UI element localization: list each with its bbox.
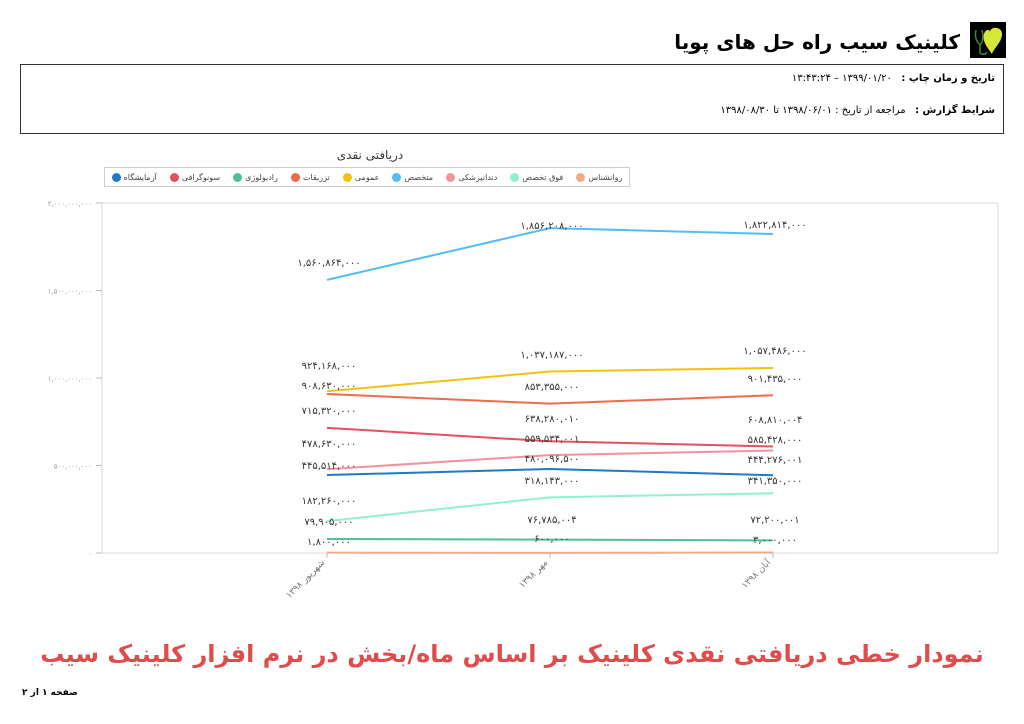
series-line bbox=[326, 366, 774, 393]
line-chart: ۰ ۵۰۰,۰۰۰,۰۰۰ ۱,۰۰۰,۰۰۰,۰۰۰ ۱,۵۰۰,۰۰۰,۰۰۰ ۲,… bbox=[48, 200, 999, 601]
report-info-box: تاریخ و زمان چاپ : ۱۳۹۹/۰۱/۲۰ – ۱۳:۴۳:۲۴… bbox=[20, 64, 1004, 134]
x-tick-label: شهریور ۱۳۹۸ bbox=[284, 558, 327, 601]
data-label: ۱,۸۰۰,۰۰۰ bbox=[307, 537, 351, 548]
legend-color-dot-icon bbox=[169, 172, 179, 182]
series-line bbox=[326, 449, 774, 471]
print-datetime-label: تاریخ و زمان چاپ : bbox=[901, 73, 995, 84]
legend-item[interactable]: رادیولوژی bbox=[233, 172, 278, 182]
data-label: ۶۰۸,۸۱۰,۰۰۴ bbox=[748, 415, 803, 426]
legend-label: روانشناس bbox=[588, 172, 623, 182]
data-label: ۷۶,۷۸۵,۰۰۴ bbox=[527, 515, 576, 526]
clinic-name: کلینیک سیب راه حل های پویا bbox=[674, 30, 960, 54]
legend-label: عمومی bbox=[354, 172, 380, 182]
legend-color-dot-icon bbox=[342, 172, 352, 182]
report-conditions-value: مراجعه از تاریخ : ۱۳۹۸/۰۶/۰۱ تا ۱۳۹۸/۰۸/… bbox=[720, 105, 906, 116]
x-tick-label: مهر ۱۳۹۸ bbox=[517, 558, 550, 591]
data-label: ۹۲۴,۱۶۸,۰۰۰ bbox=[302, 361, 357, 372]
data-label: ۷۱۵,۳۲۰,۰۰۰ bbox=[302, 406, 357, 417]
chart-caption: نمودار خطی دریافتی نقدی کلینیک بر اساس م… bbox=[40, 640, 984, 668]
y-tick-label: ۵۰۰,۰۰۰,۰۰۰ bbox=[54, 463, 92, 471]
y-tick-label: ۱,۰۰۰,۰۰۰,۰۰۰ bbox=[48, 375, 92, 383]
legend-color-dot-icon bbox=[233, 172, 243, 182]
data-label: ۱,۰۵۷,۴۸۶,۰۰۰ bbox=[743, 346, 806, 357]
data-label: ۴۷۸,۶۳۰,۰۰۰ bbox=[302, 439, 357, 450]
y-tick-label: ۲,۰۰۰,۰۰۰,۰۰۰ bbox=[48, 200, 92, 208]
data-label: ۳۴۱,۳۵۰,۰۰۰ bbox=[748, 476, 803, 487]
page-number: صفحه ۱ از ۲ bbox=[22, 688, 78, 698]
data-label: ۶۳۸,۲۸۰,۰۱۰ bbox=[525, 414, 580, 425]
legend-label: رادیولوژی bbox=[245, 172, 278, 182]
data-label: ۱,۸۲۲,۸۱۴,۰۰۰ bbox=[743, 220, 806, 231]
data-label: ۴۴۵,۵۱۴,۰۰۰ bbox=[302, 461, 357, 472]
series-line bbox=[326, 392, 774, 405]
data-label: ۳۱۸,۱۴۳,۰۰۰ bbox=[525, 476, 580, 487]
legend-item[interactable]: سونوگرافی bbox=[169, 172, 221, 182]
legend-color-dot-icon bbox=[111, 172, 121, 182]
legend-item[interactable]: متخصص bbox=[392, 172, 434, 182]
y-tick-label: ۰ bbox=[88, 550, 92, 558]
series-line bbox=[326, 538, 774, 542]
data-label: ۷۹,۹۰۵,۰۰۰ bbox=[304, 517, 353, 528]
legend-item[interactable]: عمومی bbox=[342, 172, 380, 182]
data-label: ۱,۸۵۶,۲۰۸,۰۰۰ bbox=[520, 221, 583, 232]
series-line bbox=[326, 467, 774, 477]
report-conditions: شرایط گزارش : مراجعه از تاریخ : ۱۳۹۸/۰۶/… bbox=[720, 105, 995, 116]
data-label: ۷۲,۲۰۰,۰۰۱ bbox=[750, 515, 799, 526]
data-label: ۶۰۰,۰۰۰ bbox=[534, 534, 569, 545]
y-tick-label: ۱,۵۰۰,۰۰۰,۰۰۰ bbox=[48, 288, 92, 296]
report-conditions-label: شرایط گزارش : bbox=[915, 105, 995, 116]
data-label: ۹۰۱,۴۳۵,۰۰۰ bbox=[748, 374, 803, 385]
series-line bbox=[326, 492, 774, 523]
data-label: ۴۴۴,۲۷۶,۰۰۱ bbox=[748, 455, 803, 466]
legend-label: متخصص bbox=[404, 172, 434, 182]
data-label: ۱,۵۶۰,۸۶۴,۰۰۰ bbox=[297, 258, 360, 269]
print-datetime: تاریخ و زمان چاپ : ۱۳۹۹/۰۱/۲۰ – ۱۳:۴۳:۲۴ bbox=[792, 73, 995, 84]
legend-color-dot-icon bbox=[446, 172, 456, 182]
series-line bbox=[326, 227, 774, 281]
data-label: ۱۸۲,۲۶۰,۰۰۰ bbox=[302, 496, 357, 507]
x-tick-label: آبان ۱۳۹۸ bbox=[739, 556, 774, 591]
clinic-logo-icon bbox=[970, 22, 1006, 58]
legend-color-dot-icon bbox=[576, 172, 586, 182]
data-label: ۹۰۸,۶۳۰,۰۰۰ bbox=[302, 381, 357, 392]
legend-item[interactable]: دندانپزشکی bbox=[446, 172, 498, 182]
legend-label: آزمایشگاه bbox=[123, 172, 157, 182]
legend-label: تزریقات bbox=[303, 172, 330, 182]
legend-item[interactable]: تزریقات bbox=[291, 172, 330, 182]
data-label: ۳,۰۰۰,۰۰۰ bbox=[753, 535, 797, 546]
legend-color-dot-icon bbox=[291, 172, 300, 182]
legend-color-dot-icon bbox=[510, 172, 520, 182]
legend-label: دندانپزشکی bbox=[458, 172, 498, 182]
data-label: ۸۵۳,۳۵۵,۰۰۰ bbox=[525, 382, 580, 393]
legend-color-dot-icon bbox=[392, 172, 402, 182]
legend-item[interactable]: روانشناس bbox=[576, 172, 623, 182]
legend-label: فوق تخصص bbox=[522, 172, 564, 182]
data-label: ۵۵۹,۵۳۴,۰۰۱ bbox=[525, 434, 580, 445]
data-label: ۱,۰۳۷,۱۸۷,۰۰۰ bbox=[520, 350, 583, 361]
chart-title: دریافتی نقدی bbox=[336, 148, 404, 162]
legend-item[interactable]: فوق تخصص bbox=[510, 172, 564, 182]
data-label: ۴۸۰,۰۹۶,۵۰۰ bbox=[525, 454, 580, 465]
print-datetime-value: ۱۳۹۹/۰۱/۲۰ – ۱۳:۴۳:۲۴ bbox=[791, 73, 892, 84]
legend-label: سونوگرافی bbox=[181, 172, 221, 182]
plot-area-frame bbox=[101, 202, 999, 554]
series-line bbox=[326, 426, 774, 448]
chart-legend: آزمایشگاه سونوگرافی رادیولوژی تزریقات عمومی م… bbox=[104, 167, 630, 187]
data-label: ۵۸۵,۴۲۸,۰۰۰ bbox=[748, 435, 803, 446]
legend-item[interactable]: آزمایشگاه bbox=[111, 172, 157, 182]
